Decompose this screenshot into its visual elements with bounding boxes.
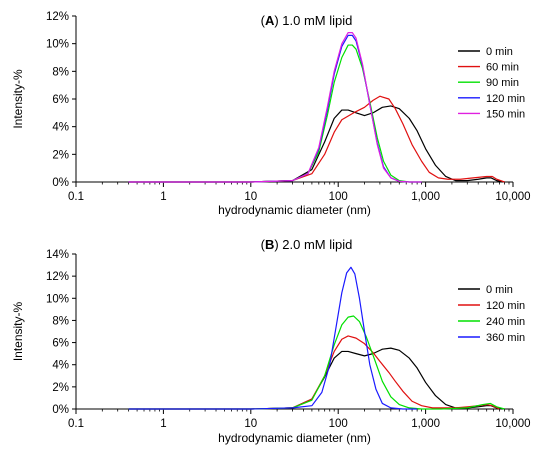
panel-b-paren-open: ( <box>261 237 266 252</box>
panel-a-series-line-3 <box>128 34 422 183</box>
panel-a-y-tick-label: 8% <box>52 66 69 78</box>
panel-a-y-tick-label: 6% <box>52 94 69 106</box>
panel-a-series-line-4 <box>128 31 422 183</box>
panel-a-legend-label-4: 150 min <box>486 108 525 120</box>
panel-a: (A) 1.0 mM lipid 0% 2% 4% 6% 8% 10% 12% 0.1 1 10 10… <box>11 11 531 217</box>
panel-b: (B) 2.0 mM lipid 0% 2% 4% 6% 8% 10% 12% 14% 0.1 1 1… <box>11 237 531 445</box>
panel-b-series-line-3 <box>128 266 418 410</box>
panel-b-title: (B) 2.0 mM lipid <box>261 237 353 252</box>
panel-a-x-tick-label: 10 <box>244 191 257 203</box>
panel-b-series-line-2 <box>128 315 505 410</box>
panel-a-y-tick-label: 0% <box>52 177 69 189</box>
panel-b-y-tick-label: 14% <box>46 249 69 261</box>
panel-a-y-tick-label: 2% <box>52 149 69 161</box>
panel-a-series-line-0 <box>128 105 505 183</box>
panel-b-x-tick-label: 10,000 <box>495 418 530 430</box>
panel-b-legend-label-0: 0 min <box>486 284 513 296</box>
panel-b-x-tick-label: 100 <box>329 418 348 430</box>
panel-a-x-axis-label: hydrodynamic diameter (nm) <box>218 203 371 217</box>
panel-b-series-line-1 <box>128 335 500 410</box>
panel-b-x-tick-label: 1,000 <box>411 418 440 430</box>
panel-b-legend-label-3: 360 min <box>486 332 525 344</box>
panel-a-legend-label-0: 0 min <box>486 46 513 58</box>
panel-b-x-tick-label: 1 <box>160 418 166 430</box>
panel-b-y-tick-label: 6% <box>52 338 69 350</box>
panel-a-series-line-2 <box>128 44 422 183</box>
panel-a-legend-label-3: 120 min <box>486 93 525 105</box>
panel-b-y-tick-label: 10% <box>46 293 69 305</box>
panel-a-x-tick-label: 10,000 <box>495 191 530 203</box>
panel-a-legend-label-2: 90 min <box>486 77 519 89</box>
panel-a-letter: A <box>265 13 275 28</box>
panel-a-legend-label-1: 60 min <box>486 62 519 74</box>
panel-b-paren-close: ) <box>274 237 282 252</box>
panel-a-series-line-1 <box>128 95 505 183</box>
panel-b-x-axis-label: hydrodynamic diameter (nm) <box>218 431 371 445</box>
panel-b-letter: B <box>265 237 274 252</box>
panel-b-y-tick-label: 12% <box>46 271 69 283</box>
panel-a-x-tick-label: 1 <box>160 191 166 203</box>
panel-a-title-text: 1.0 mM lipid <box>282 13 352 28</box>
panel-b-y-axis-label: Intensity-% <box>11 301 25 361</box>
panel-a-x-tick-label: 1,000 <box>411 191 440 203</box>
panel-b-x-tick-label: 10 <box>244 418 257 430</box>
panel-b-y-tick-label: 4% <box>52 360 69 372</box>
panel-a-x-tick-label: 0.1 <box>68 191 84 203</box>
panel-a-paren-open: ( <box>261 13 266 28</box>
panel-a-x-tick-label: 100 <box>329 191 348 203</box>
panel-a-paren-close: ) <box>274 13 282 28</box>
panel-b-legend-label-1: 120 min <box>486 300 525 312</box>
panel-b-y-tick-label: 0% <box>52 404 69 416</box>
panel-a-title: (A) 1.0 mM lipid <box>261 13 353 28</box>
panel-b-series-line-0 <box>128 347 505 410</box>
panel-a-y-tick-label: 4% <box>52 122 69 134</box>
panel-b-y-tick-label: 8% <box>52 315 69 327</box>
panel-b-legend-label-2: 240 min <box>486 316 525 328</box>
panel-b-y-tick-label: 2% <box>52 382 69 394</box>
panel-a-y-tick-label: 12% <box>46 11 69 23</box>
panel-b-x-tick-label: 0.1 <box>68 418 84 430</box>
panel-a-y-axis-label: Intensity-% <box>11 69 25 129</box>
panel-b-title-text: 2.0 mM lipid <box>282 237 352 252</box>
panel-a-y-tick-label: 10% <box>46 39 69 51</box>
